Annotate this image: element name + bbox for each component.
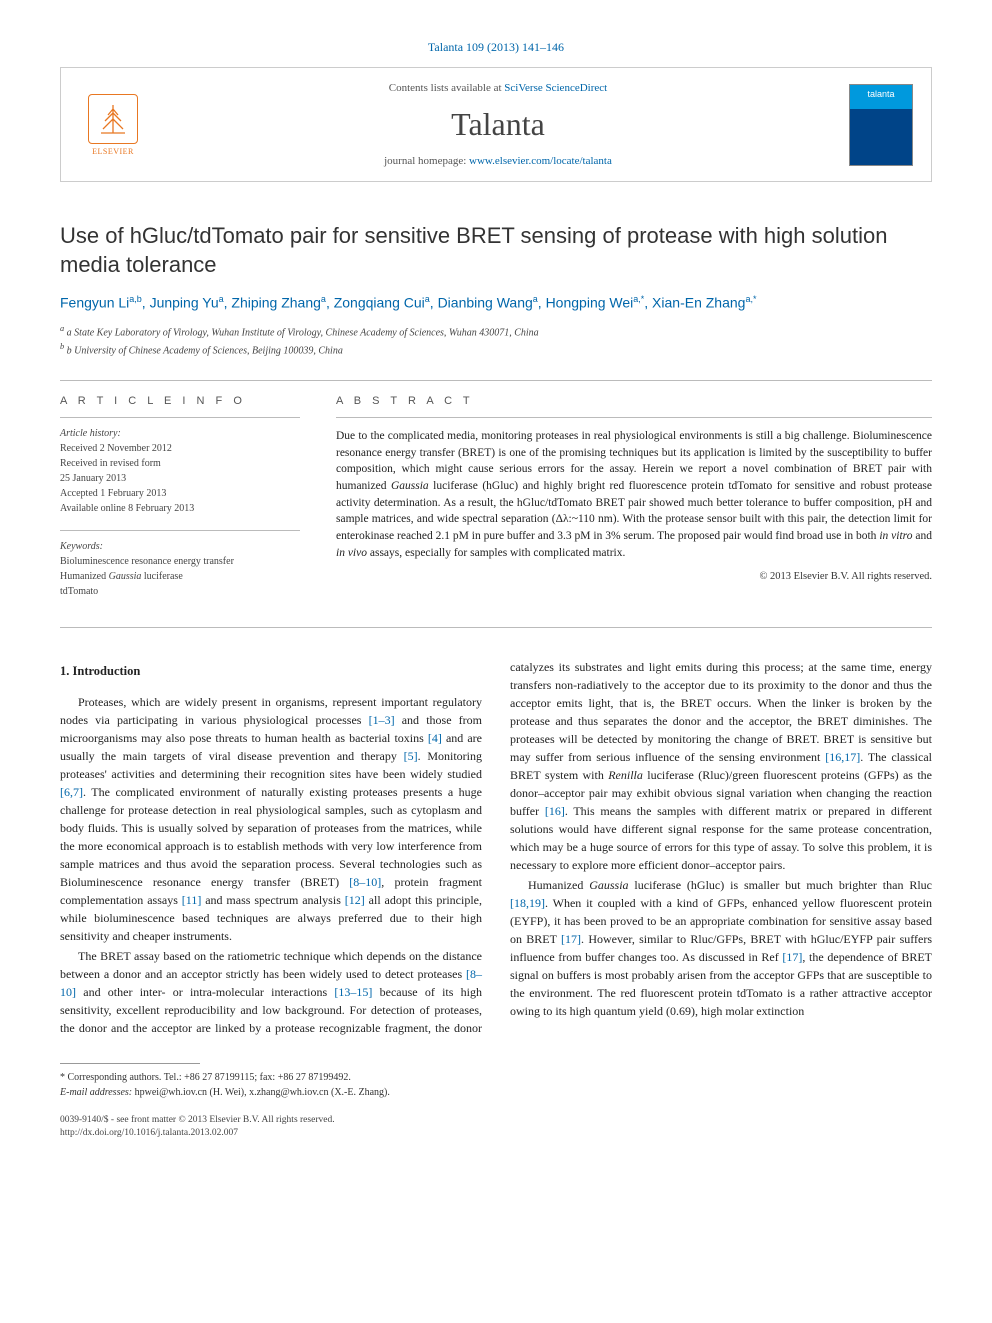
journal-reference: Talanta 109 (2013) 141–146: [60, 40, 932, 55]
elsevier-logo: ELSEVIER: [79, 89, 147, 161]
divider: [60, 530, 300, 531]
affiliation-a: a a State Key Laboratory of Virology, Wu…: [60, 323, 932, 340]
divider: [60, 627, 932, 628]
keywords-block: Keywords: Bioluminescence resonance ener…: [60, 539, 300, 599]
body-text-columns: 1. Introduction Proteases, which are wid…: [60, 658, 932, 1037]
front-matter-line: 0039-9140/$ - see front matter © 2013 El…: [60, 1114, 932, 1127]
footnotes: * Corresponding authors. Tel.: +86 27 87…: [60, 1070, 932, 1100]
journal-title: Talanta: [147, 106, 849, 143]
divider: [60, 380, 932, 381]
keyword: Humanized Gaussia luciferase: [60, 569, 300, 584]
section-heading-introduction: 1. Introduction: [60, 662, 482, 681]
history-line: Available online 8 February 2013: [60, 501, 300, 516]
homepage-line: journal homepage: www.elsevier.com/locat…: [147, 155, 849, 167]
homepage-link[interactable]: www.elsevier.com/locate/talanta: [469, 155, 612, 167]
history-line: Received in revised form: [60, 456, 300, 471]
authors-list: Fengyun Lia,b, Junping Yua, Zhiping Zhan…: [60, 293, 932, 313]
affiliation-b: b b University of Chinese Academy of Sci…: [60, 341, 932, 358]
article-info-header: A R T I C L E I N F O: [60, 395, 300, 407]
divider: [60, 417, 300, 418]
history-line: Received 2 November 2012: [60, 441, 300, 456]
affiliation-a-text: a State Key Laboratory of Virology, Wuha…: [67, 328, 539, 339]
abstract-column: A B S T R A C T Due to the complicated m…: [336, 395, 932, 613]
journal-cover-thumbnail: talanta: [849, 84, 913, 166]
cover-label: talanta: [867, 89, 894, 99]
header-center: Contents lists available at SciVerse Sci…: [147, 82, 849, 167]
divider: [336, 417, 932, 418]
history-line: 25 January 2013: [60, 471, 300, 486]
abstract-header: A B S T R A C T: [336, 395, 932, 407]
keywords-label: Keywords:: [60, 539, 300, 554]
contents-prefix: Contents lists available at: [389, 82, 504, 94]
elsevier-tree-icon: [88, 94, 138, 144]
affiliations: a a State Key Laboratory of Virology, Wu…: [60, 323, 932, 358]
emails-label: E-mail addresses:: [60, 1087, 132, 1098]
keyword: tdTomato: [60, 584, 300, 599]
sciencedirect-link[interactable]: SciVerse ScienceDirect: [504, 82, 607, 94]
emails-text: hpwei@wh.iov.cn (H. Wei), x.zhang@wh.iov…: [132, 1087, 390, 1098]
body-paragraph: Proteases, which are widely present in o…: [60, 693, 482, 945]
abstract-text: Due to the complicated media, monitoring…: [336, 428, 932, 561]
history-line: Accepted 1 February 2013: [60, 486, 300, 501]
elsevier-label: ELSEVIER: [92, 147, 134, 156]
article-info-column: A R T I C L E I N F O Article history: R…: [60, 395, 300, 613]
homepage-prefix: journal homepage:: [384, 155, 469, 167]
footnote-separator: [60, 1063, 200, 1064]
journal-header-box: ELSEVIER Contents lists available at Sci…: [60, 67, 932, 182]
article-history-block: Article history: Received 2 November 201…: [60, 426, 300, 516]
corresponding-author-note: * Corresponding authors. Tel.: +86 27 87…: [60, 1070, 932, 1085]
info-abstract-row: A R T I C L E I N F O Article history: R…: [60, 395, 932, 613]
affiliation-b-text: b University of Chinese Academy of Scien…: [67, 345, 343, 356]
article-title: Use of hGluc/tdTomato pair for sensitive…: [60, 222, 932, 279]
email-addresses-line: E-mail addresses: hpwei@wh.iov.cn (H. We…: [60, 1085, 932, 1100]
bottom-metadata: 0039-9140/$ - see front matter © 2013 El…: [60, 1114, 932, 1141]
copyright-line: © 2013 Elsevier B.V. All rights reserved…: [336, 571, 932, 582]
body-paragraph: Humanized Gaussia luciferase (hGluc) is …: [510, 876, 932, 1020]
contents-available-line: Contents lists available at SciVerse Sci…: [147, 82, 849, 94]
doi-line: http://dx.doi.org/10.1016/j.talanta.2013…: [60, 1127, 932, 1140]
keyword: Bioluminescence resonance energy transfe…: [60, 554, 300, 569]
history-label: Article history:: [60, 426, 300, 441]
